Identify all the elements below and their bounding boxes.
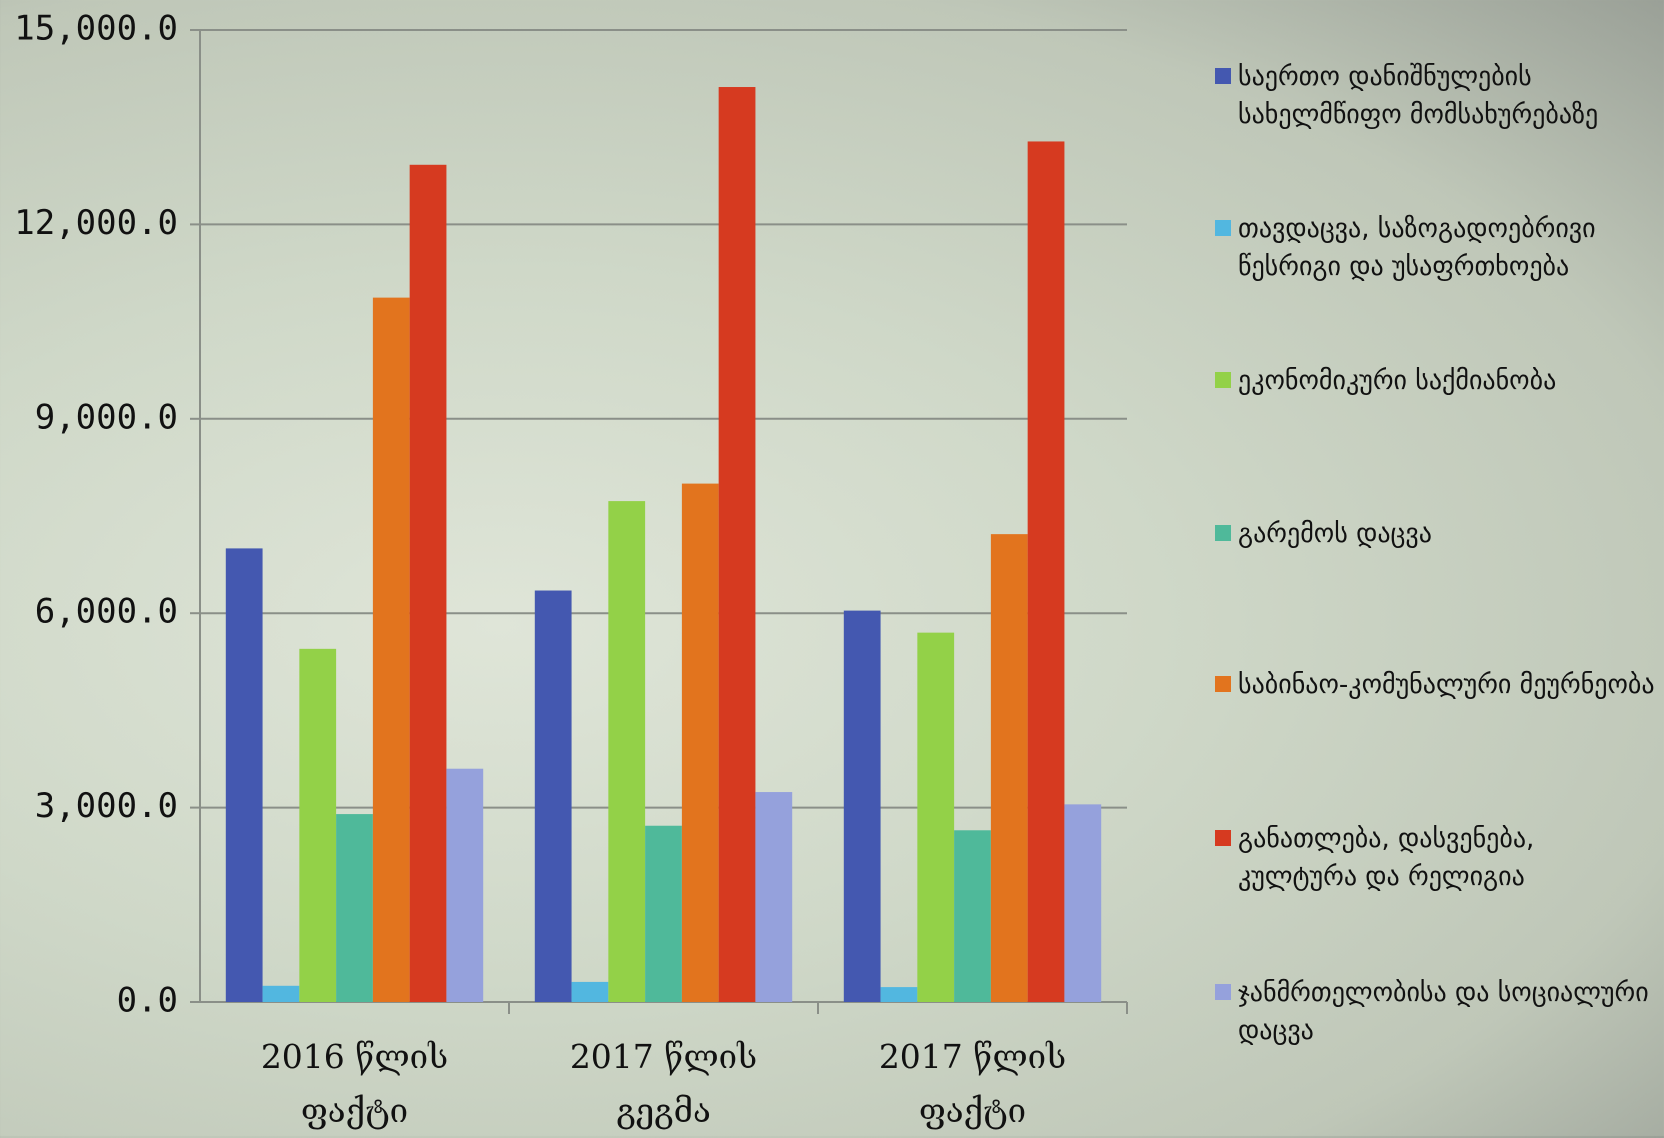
legend-entry: საბინაო-კომუნალური მეურნეობა [1215,666,1655,704]
legend-entry: განათლება, დასვენება, კულტურა და რელიგია [1215,820,1655,896]
y-tick-label: 3,000.0 [35,786,178,826]
legend-swatch [1215,984,1231,1000]
bar [262,985,300,1002]
legend-entry: ეკონომიკური საქმიანობა [1215,362,1655,400]
legend-label: ჯანმრთელობისა და სოციალური დაცვა [1238,978,1649,1046]
legend-swatch [1215,372,1231,388]
bar [1064,804,1102,1002]
bar [534,590,572,1002]
legend-entry: ჯანმრთელობისა და სოციალური დაცვა [1215,974,1655,1050]
bar [372,297,410,1002]
x-tick-label: 2017 წლის გეგმა [569,1037,758,1130]
bar [299,648,337,1002]
bar [571,981,609,1002]
bar [1027,141,1065,1002]
bar [843,610,881,1002]
legend-swatch [1215,676,1231,692]
bar [990,534,1028,1002]
bar [608,501,646,1002]
y-tick-label: 9,000.0 [35,397,178,437]
legend-label: საბინაო-კომუნალური მეურნეობა [1238,670,1655,700]
legend-entry: თავდაცვა, საზოგადოებრივი წესრიგი და უსაფ… [1215,210,1655,286]
legend-label: ეკონომიკური საქმიანობა [1238,366,1557,396]
legend-entry: საერთო დანიშნულების სახელმწიფო მომსახურე… [1215,58,1655,134]
bar [446,768,484,1002]
bar [336,814,373,1002]
bar [755,792,793,1002]
y-tick-label: 12,000.0 [14,203,178,243]
bar [718,87,756,1003]
y-tick-label: 15,000.0 [14,9,178,49]
bar [645,825,682,1002]
bar [880,987,918,1002]
legend-label: განათლება, დასვენება, კულტურა და რელიგია [1238,824,1535,892]
y-tick-label: 0.0 [117,981,178,1021]
bar [225,548,263,1002]
legend-label: საერთო დანიშნულების სახელმწიფო მომსახურე… [1238,62,1599,130]
y-tick-label: 6,000.0 [35,592,178,632]
legend-entry: გარემოს დაცვა [1215,515,1655,553]
bar [681,483,719,1003]
legend-label: თავდაცვა, საზოგადოებრივი წესრიგი და უსაფ… [1238,214,1596,282]
bar [917,632,955,1002]
legend-swatch [1215,525,1231,541]
bar [409,164,447,1002]
legend-swatch [1215,68,1231,84]
legend-swatch [1215,830,1231,846]
x-tick-label: 2016 წლის ფაქტი [260,1037,449,1130]
x-tick-label: 2017 წლის ფაქტი [878,1037,1067,1130]
legend-label: გარემოს დაცვა [1238,519,1432,549]
legend-swatch [1215,220,1231,236]
bar [954,830,991,1002]
